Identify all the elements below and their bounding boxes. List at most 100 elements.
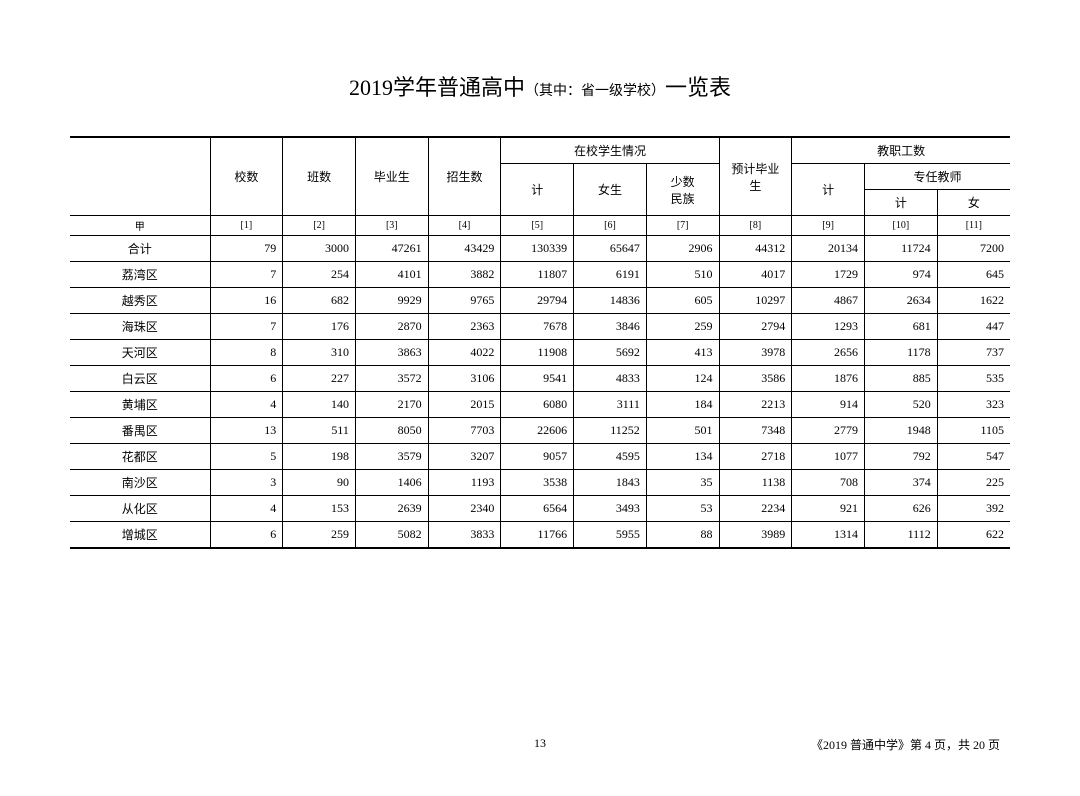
cell-value: 88 (646, 522, 719, 549)
cell-value: 1077 (792, 444, 865, 470)
cell-value: 8050 (355, 418, 428, 444)
cell-value: 885 (864, 366, 937, 392)
cell-value: 645 (937, 262, 1010, 288)
cell-value: 1112 (864, 522, 937, 549)
cell-value: 259 (646, 314, 719, 340)
cell-value: 5692 (574, 340, 647, 366)
table-body: 合计79300047261434291303396564729064431220… (70, 236, 1010, 549)
cell-value: 2213 (719, 392, 792, 418)
cell-value: 3493 (574, 496, 647, 522)
col-idx: [9] (792, 216, 865, 236)
col-idx: [2] (283, 216, 356, 236)
cell-value: 2639 (355, 496, 428, 522)
col-idx: [6] (574, 216, 647, 236)
row-label: 天河区 (70, 340, 210, 366)
cell-value: 11766 (501, 522, 574, 549)
hdr-students-female: 女生 (574, 164, 647, 216)
page-title: 2019学年普通高中（其中：省一级学校）一览表 (70, 70, 1010, 102)
cell-value: 1622 (937, 288, 1010, 314)
cell-value: 9765 (428, 288, 501, 314)
table-row: 越秀区1668299299765297941483660510297486726… (70, 288, 1010, 314)
cell-value: 90 (283, 470, 356, 496)
cell-value: 708 (792, 470, 865, 496)
cell-value: 3207 (428, 444, 501, 470)
cell-value: 2340 (428, 496, 501, 522)
cell-value: 535 (937, 366, 1010, 392)
cell-value: 4 (210, 392, 283, 418)
cell-value: 198 (283, 444, 356, 470)
table-row: 从化区41532639234065643493532234921626392 (70, 496, 1010, 522)
col-idx: [5] (501, 216, 574, 236)
cell-value: 622 (937, 522, 1010, 549)
cell-value: 392 (937, 496, 1010, 522)
hdr-fulltime-teacher: 专任教师 (864, 164, 1010, 190)
cell-value: 2170 (355, 392, 428, 418)
hdr-students-count: 计 (501, 164, 574, 216)
cell-value: 1876 (792, 366, 865, 392)
row-label: 白云区 (70, 366, 210, 392)
table-row: 天河区8310386340221190856924133978265611787… (70, 340, 1010, 366)
hdr-teacher-female: 女 (937, 190, 1010, 216)
page-number-right: 《2019 普通中学》第 4 页，共 20 页 (811, 736, 1000, 753)
cell-value: 134 (646, 444, 719, 470)
cell-value: 2794 (719, 314, 792, 340)
col-idx: [7] (646, 216, 719, 236)
hdr-staff-count: 计 (792, 164, 865, 216)
cell-value: 914 (792, 392, 865, 418)
cell-value: 53 (646, 496, 719, 522)
cell-value: 11724 (864, 236, 937, 262)
cell-value: 10297 (719, 288, 792, 314)
cell-value: 5082 (355, 522, 428, 549)
row-label: 合计 (70, 236, 210, 262)
cell-value: 547 (937, 444, 1010, 470)
cell-value: 3978 (719, 340, 792, 366)
title-prefix: 2019学年普通高中 (349, 75, 525, 100)
cell-value: 7 (210, 314, 283, 340)
hdr-teacher-count: 计 (864, 190, 937, 216)
cell-value: 5955 (574, 522, 647, 549)
cell-value: 1314 (792, 522, 865, 549)
table-row: 白云区6227357231069541483312435861876885535 (70, 366, 1010, 392)
cell-value: 4595 (574, 444, 647, 470)
cell-value: 9541 (501, 366, 574, 392)
table-row: 荔湾区7254410138821180761915104017172997464… (70, 262, 1010, 288)
cell-value: 227 (283, 366, 356, 392)
cell-value: 3863 (355, 340, 428, 366)
cell-value: 682 (283, 288, 356, 314)
col-idx: [4] (428, 216, 501, 236)
cell-value: 4867 (792, 288, 865, 314)
cell-value: 1843 (574, 470, 647, 496)
title-paren: （其中：省一级学校） (525, 84, 665, 99)
cell-value: 1948 (864, 418, 937, 444)
cell-value: 1729 (792, 262, 865, 288)
cell-value: 921 (792, 496, 865, 522)
column-index-row: 甲 [1] [2] [3] [4] [5] [6] [7] [8] [9] [1… (70, 216, 1010, 236)
hdr-classes: 班数 (283, 137, 356, 216)
row-label-jia: 甲 (70, 216, 210, 236)
page-number-center: 13 (534, 736, 546, 751)
cell-value: 3111 (574, 392, 647, 418)
cell-value: 510 (646, 262, 719, 288)
cell-value: 29794 (501, 288, 574, 314)
hdr-schools: 校数 (210, 137, 283, 216)
cell-value: 44312 (719, 236, 792, 262)
cell-value: 8 (210, 340, 283, 366)
cell-value: 4101 (355, 262, 428, 288)
hdr-staff-group: 教职工数 (792, 137, 1010, 164)
cell-value: 310 (283, 340, 356, 366)
cell-value: 2870 (355, 314, 428, 340)
cell-value: 140 (283, 392, 356, 418)
cell-value: 11908 (501, 340, 574, 366)
cell-value: 14836 (574, 288, 647, 314)
cell-value: 9057 (501, 444, 574, 470)
cell-value: 6080 (501, 392, 574, 418)
hdr-graduates: 毕业生 (355, 137, 428, 216)
cell-value: 3846 (574, 314, 647, 340)
row-label: 番禺区 (70, 418, 210, 444)
cell-value: 2234 (719, 496, 792, 522)
cell-value: 3882 (428, 262, 501, 288)
cell-value: 153 (283, 496, 356, 522)
cell-value: 16 (210, 288, 283, 314)
cell-value: 2718 (719, 444, 792, 470)
cell-value: 7678 (501, 314, 574, 340)
